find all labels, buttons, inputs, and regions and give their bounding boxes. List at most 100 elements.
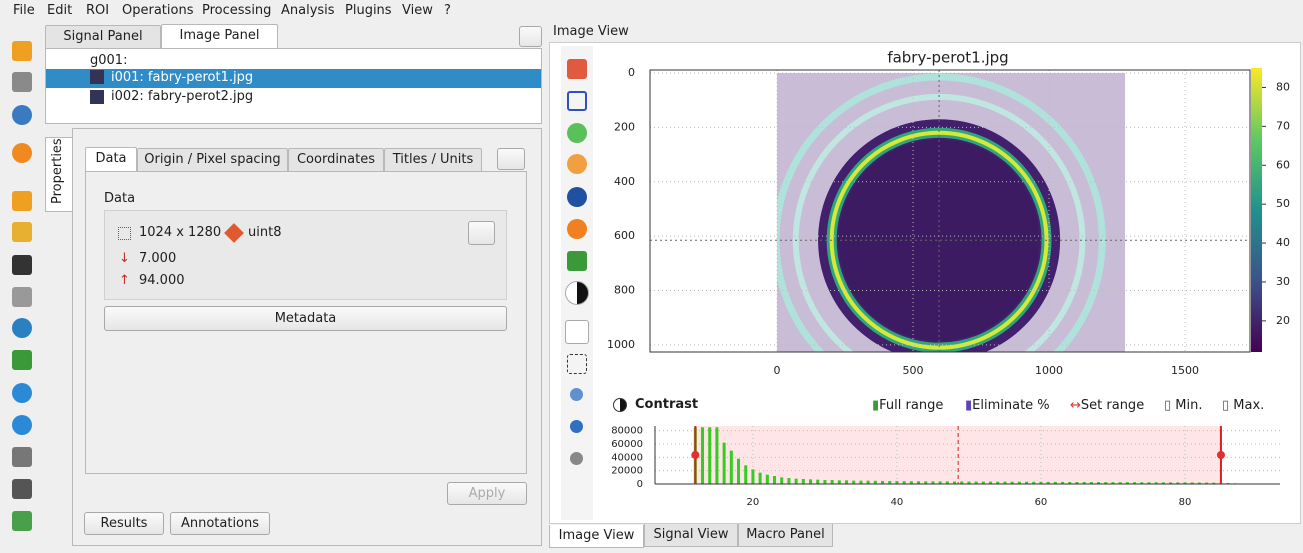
toolbar-icon[interactable] bbox=[12, 72, 32, 92]
tab-content: Data 1024 x 1280 uint8 ↓ 7.000 ↑ 94.000 … bbox=[85, 171, 527, 474]
toolbar-icon[interactable] bbox=[12, 318, 32, 338]
button-label: Max. bbox=[1233, 398, 1265, 413]
toolbar-icon[interactable] bbox=[12, 105, 32, 125]
main-toolbar bbox=[0, 34, 44, 553]
histogram-bar bbox=[859, 480, 863, 484]
property-tab[interactable]: Titles / Units bbox=[384, 148, 482, 171]
histogram-bar bbox=[866, 480, 870, 484]
toolbar-icon[interactable] bbox=[12, 287, 32, 307]
toolbar-icon[interactable] bbox=[12, 350, 32, 370]
tool-icon[interactable] bbox=[565, 320, 589, 344]
tree-group[interactable]: g001: bbox=[90, 53, 128, 68]
toolbar-icon[interactable] bbox=[12, 191, 32, 211]
histogram-bar bbox=[751, 469, 755, 484]
tool-icon[interactable] bbox=[567, 187, 587, 207]
y-tick-label: 800 bbox=[614, 284, 635, 297]
tool-icon[interactable] bbox=[570, 420, 583, 433]
property-tab[interactable]: Data bbox=[85, 147, 137, 172]
panel-menu-button[interactable] bbox=[519, 26, 542, 47]
panel-tab[interactable]: Signal Panel bbox=[45, 25, 161, 48]
tool-icon[interactable] bbox=[565, 281, 589, 305]
histogram-bar bbox=[1125, 482, 1129, 484]
apply-button: Apply bbox=[447, 482, 527, 505]
tool-icon[interactable] bbox=[570, 388, 583, 401]
histogram-bar bbox=[1075, 482, 1079, 484]
y-tick-label: 0 bbox=[637, 479, 643, 490]
results-button[interactable]: Results bbox=[84, 512, 164, 535]
tree-item[interactable]: i001: fabry-perot1.jpg bbox=[111, 70, 254, 85]
toolbar-icon[interactable] bbox=[12, 415, 32, 435]
toolbar-icon[interactable] bbox=[12, 479, 32, 499]
tool-icon[interactable] bbox=[567, 123, 587, 143]
view-tab[interactable]: Image View bbox=[549, 525, 644, 548]
range-handle bbox=[1216, 451, 1225, 459]
toolbar-icon[interactable] bbox=[12, 511, 32, 531]
histogram-bar bbox=[1089, 482, 1093, 484]
toolbar-icon[interactable] bbox=[12, 143, 32, 163]
image bbox=[777, 72, 1126, 352]
toolbar-icon[interactable] bbox=[12, 222, 32, 242]
x-tick-label: 1000 bbox=[1035, 364, 1063, 377]
colorbar-tick-label: 50 bbox=[1276, 197, 1290, 210]
view-tab[interactable]: Signal View bbox=[644, 524, 738, 547]
tool-icon[interactable] bbox=[567, 219, 587, 239]
tree-item[interactable]: i002: fabry-perot2.jpg bbox=[111, 89, 254, 104]
menu-item[interactable]: Analysis bbox=[281, 3, 335, 18]
tool-icon[interactable] bbox=[567, 59, 587, 79]
menu-item[interactable]: Edit bbox=[47, 3, 73, 18]
tool-icon[interactable] bbox=[567, 251, 587, 271]
histogram-bar bbox=[809, 479, 813, 484]
panel-tab[interactable]: Image Panel bbox=[161, 24, 278, 48]
button-label: Full range bbox=[879, 398, 944, 413]
histogram-bar bbox=[1053, 481, 1057, 484]
contrast-button[interactable]: ▮Eliminate % bbox=[965, 398, 1050, 413]
toolbar-icon[interactable] bbox=[12, 383, 32, 403]
annotations-button[interactable]: Annotations bbox=[170, 512, 270, 535]
metadata-button[interactable]: Metadata bbox=[104, 306, 507, 331]
menu-item[interactable]: File bbox=[13, 3, 35, 18]
histogram-bar bbox=[1003, 481, 1007, 484]
side-tab[interactable]: Properties bbox=[45, 137, 73, 212]
max-text: 94.000 bbox=[139, 273, 185, 288]
property-tab[interactable]: Coordinates bbox=[288, 148, 384, 171]
histogram-bar bbox=[1205, 482, 1209, 484]
x-tick-label: 0 bbox=[774, 364, 781, 377]
view-tab[interactable]: Macro Panel bbox=[738, 524, 833, 547]
histogram-bar bbox=[787, 478, 791, 484]
toolbar-icon[interactable] bbox=[12, 447, 32, 467]
contrast-button[interactable]: ▯ Min. bbox=[1164, 398, 1203, 413]
tool-icon[interactable] bbox=[567, 154, 587, 174]
tool-icon[interactable] bbox=[567, 91, 587, 111]
contrast-button[interactable]: ↔Set range bbox=[1070, 398, 1145, 413]
histogram-bar bbox=[830, 480, 834, 484]
histogram-bar bbox=[744, 465, 748, 484]
menu-item[interactable]: Plugins bbox=[345, 3, 392, 18]
axes-frame bbox=[649, 69, 1251, 353]
menu-item[interactable]: View bbox=[402, 3, 433, 18]
menu-item[interactable]: Processing bbox=[202, 3, 272, 18]
x-tick-label: 60 bbox=[1035, 497, 1048, 508]
menu-item[interactable]: ROI bbox=[86, 3, 110, 18]
toolbar-icon[interactable] bbox=[12, 255, 32, 275]
histogram-bar bbox=[953, 481, 957, 484]
histogram-bar bbox=[1190, 482, 1194, 484]
plot-title: fabry-perot1.jpg bbox=[887, 49, 1008, 67]
tab-scroll[interactable] bbox=[497, 148, 525, 170]
menu-item[interactable]: ? bbox=[444, 3, 451, 18]
menu-item[interactable]: Operations bbox=[122, 3, 194, 18]
contrast-button[interactable]: ▮Full range bbox=[872, 398, 944, 413]
y-tick-label: 60000 bbox=[611, 439, 643, 450]
outer-ring bbox=[777, 73, 1106, 352]
min-text: 7.000 bbox=[139, 251, 177, 266]
tool-icon[interactable] bbox=[570, 452, 583, 465]
histogram-bar bbox=[873, 480, 877, 484]
menu-bar: File Edit ROI Operations Processing Anal… bbox=[0, 0, 1303, 22]
toolbar-icon[interactable] bbox=[12, 41, 32, 61]
colorbar-tick-label: 60 bbox=[1276, 158, 1290, 171]
view-button[interactable] bbox=[468, 221, 495, 245]
contrast-button[interactable]: ▯ Max. bbox=[1222, 398, 1265, 413]
tool-icon[interactable] bbox=[567, 354, 587, 374]
colorbar bbox=[1251, 68, 1262, 352]
property-tab[interactable]: Origin / Pixel spacing bbox=[137, 148, 288, 171]
